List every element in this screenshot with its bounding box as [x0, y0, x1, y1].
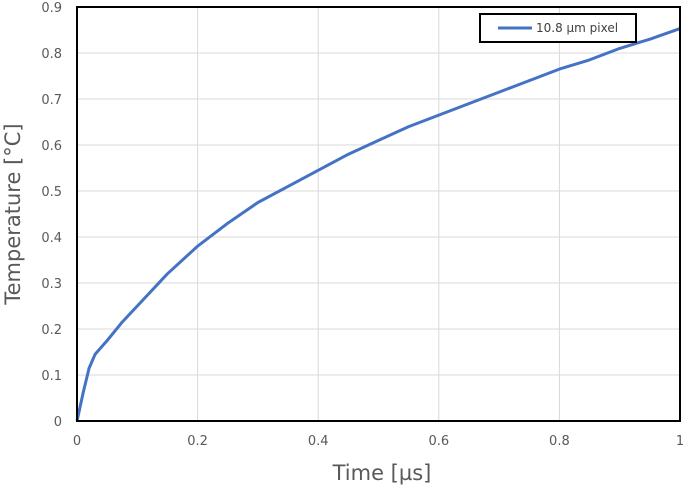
- x-tick-label: 0.6: [428, 434, 449, 449]
- gridlines: [76, 6, 681, 422]
- y-tick-label: 0.9: [41, 1, 62, 16]
- y-tick-label: 0.7: [41, 93, 62, 108]
- y-tick-label: 0: [54, 415, 62, 430]
- y-tick-label: 0.2: [41, 323, 62, 338]
- x-tick-label: 1: [676, 434, 684, 449]
- y-tick-label: 0.6: [41, 139, 62, 154]
- y-axis-ticks: 0 0.1 0.2 0.3 0.4 0.5 0.6 0.7 0.8 0.9: [41, 1, 62, 430]
- plot-area-border: [76, 6, 681, 422]
- y-tick-label: 0.4: [41, 231, 62, 246]
- x-tick-label: 0: [73, 434, 81, 449]
- y-axis-title: Temperature [°C]: [1, 123, 25, 305]
- x-tick-label: 0.8: [549, 434, 570, 449]
- y-tick-label: 0.8: [41, 47, 62, 62]
- x-tick-label: 0.2: [187, 434, 208, 449]
- y-tick-label: 0.3: [41, 277, 62, 292]
- legend-label: 10.8 µm pixel: [536, 21, 618, 35]
- y-tick-label: 0.5: [41, 185, 62, 200]
- series-line-10-8um-pixel: [75, 27, 681, 422]
- legend: 10.8 µm pixel: [479, 13, 637, 43]
- x-axis-title: Time [µs]: [332, 461, 432, 485]
- x-tick-label: 0.4: [308, 434, 329, 449]
- y-tick-label: 0.1: [41, 369, 62, 384]
- x-axis-ticks: 0 0.2 0.4 0.6 0.8 1: [73, 434, 684, 449]
